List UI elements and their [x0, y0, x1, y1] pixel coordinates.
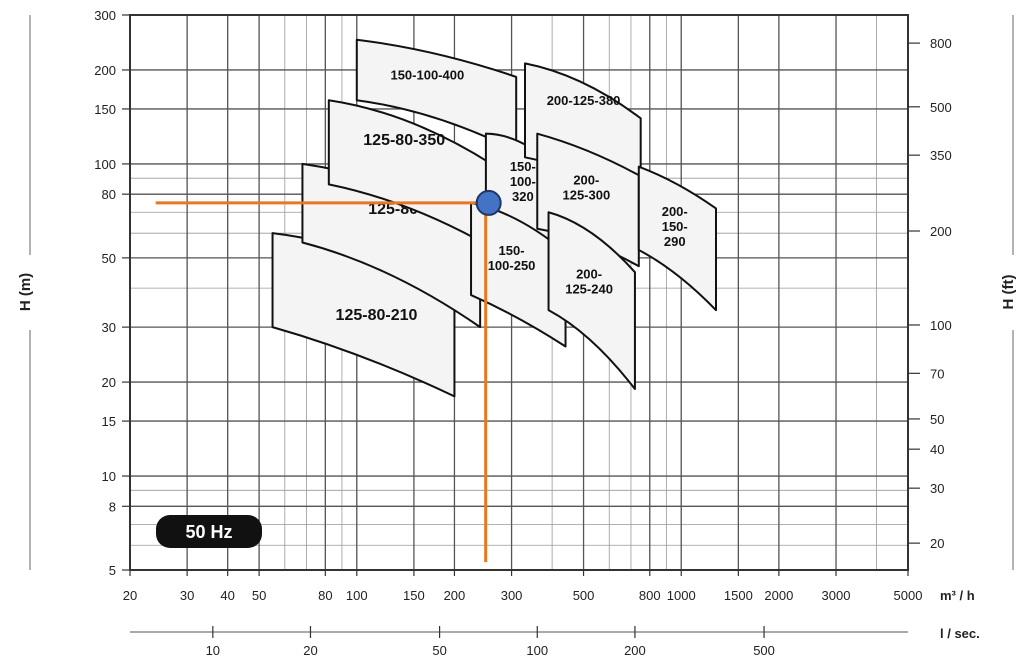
y-right-tick-label: 40	[930, 442, 944, 457]
pump-label-line: 150-	[662, 219, 688, 234]
y-right-tick-label: 70	[930, 366, 944, 381]
pump-label-200-125-240: 200-125-240	[565, 267, 613, 297]
y-left-tick-label: 5	[109, 563, 116, 578]
pump-curves: 125-80-210125-80-270125-80-350150-100-40…	[271, 38, 718, 398]
pump-curve-group: 200-125-240	[547, 211, 636, 391]
y-left-tick-label: 30	[102, 320, 116, 335]
y-left-tick-label: 100	[94, 157, 116, 172]
x-tick-label: 300	[501, 588, 523, 603]
pump-label-150-100-250: 150-100-250	[488, 243, 536, 273]
pump-label-200-125-300: 200-125-300	[562, 173, 610, 203]
y-axis-left-ticks: 5 8 10 15 20 30 50 80 100 150 200 300	[94, 8, 130, 578]
x-tick-label: 150	[403, 588, 425, 603]
secondary-x-axis-label: l / sec.	[940, 626, 980, 641]
pump-label-line: 290	[664, 234, 686, 249]
secondary-x-tick-label: 50	[432, 643, 446, 658]
x-tick-label: 80	[318, 588, 332, 603]
pump-label-line: 200-	[576, 267, 602, 282]
y-right-tick-label: 800	[930, 36, 952, 51]
pump-label-line: 200-	[662, 204, 688, 219]
y-right-tick-label: 50	[930, 412, 944, 427]
y-right-tick-label: 20	[930, 536, 944, 551]
secondary-x-tick-label: 500	[753, 643, 775, 658]
pump-curve-150-100-250	[470, 201, 567, 348]
x-axis-label: m³ / h	[940, 588, 975, 603]
x-axis-ticks: 20 30 40 50 80 100 150 200 300 500 800 1000 1500 2000…	[123, 570, 923, 603]
pump-label-line: 320	[512, 189, 534, 204]
pump-curve-200-125-240	[547, 211, 636, 391]
plot-frame	[129, 14, 909, 571]
y-left-tick-label: 300	[94, 8, 116, 23]
x-tick-label: 500	[573, 588, 595, 603]
pump-label-line: 200-	[573, 173, 599, 188]
secondary-x-tick-label: 20	[303, 643, 317, 658]
frequency-badge: 50 Hz	[156, 515, 262, 548]
x-tick-label: 1000	[667, 588, 696, 603]
x-tick-label: 2000	[764, 588, 793, 603]
pump-label-200-125-380: 200-125-380	[547, 93, 621, 108]
y-left-tick-label: 200	[94, 63, 116, 78]
pump-label-line: 100-	[510, 174, 536, 189]
secondary-x-tick-label: 10	[206, 643, 220, 658]
x-tick-label: 800	[639, 588, 661, 603]
pump-label-125-80-210: 125-80-210	[336, 307, 418, 324]
pump-label-line: 150-	[510, 159, 536, 174]
x-tick-label: 40	[220, 588, 234, 603]
y-axis-left-label: H (m)	[17, 273, 34, 311]
secondary-x-tick-label: 200	[624, 643, 646, 658]
pump-label-150-100-400: 150-100-400	[390, 67, 464, 82]
y-left-tick-label: 20	[102, 375, 116, 390]
x-tick-label: 3000	[822, 588, 851, 603]
major-grid	[129, 14, 909, 571]
x-tick-label: 30	[180, 588, 194, 603]
x-tick-label: 20	[123, 588, 137, 603]
right-axis-title: H (ft)	[1000, 15, 1017, 570]
y-right-tick-label: 500	[930, 100, 952, 115]
pump-curve-group: 125-80-350	[327, 99, 493, 249]
operating-point-marker	[475, 189, 502, 216]
pump-label-line: 150-100-400	[390, 67, 464, 82]
y-left-tick-label: 8	[109, 499, 116, 514]
pump-label-line: 200-125-380	[547, 93, 621, 108]
y-left-tick-label: 10	[102, 469, 116, 484]
y-axis-right-label: H (ft)	[1000, 275, 1017, 310]
pump-label-125-80-350: 125-80-350	[363, 132, 445, 149]
x-tick-label: 50	[252, 588, 266, 603]
secondary-x-tick-label: 100	[526, 643, 548, 658]
pump-label-line: 150-	[499, 243, 525, 258]
x-tick-label: 1500	[724, 588, 753, 603]
y-left-tick-label: 50	[102, 251, 116, 266]
pump-label-line: 125-80-350	[363, 132, 445, 149]
pump-label-line: 125-80-210	[336, 307, 418, 324]
y-right-tick-label: 350	[930, 148, 952, 163]
y-right-tick-label: 100	[930, 318, 952, 333]
operating-point-guides	[155, 189, 502, 563]
x-tick-label: 5000	[894, 588, 923, 603]
y-right-tick-label: 200	[930, 224, 952, 239]
x-tick-label: 100	[346, 588, 368, 603]
pump-label-line: 125-240	[565, 282, 613, 297]
pump-label-200-150-290: 200-150-290	[662, 204, 688, 249]
pump-curve-200-150-290	[637, 165, 718, 312]
y-left-tick-label: 15	[102, 414, 116, 429]
pump-label-line: 125-300	[562, 188, 610, 203]
pump-curve-group: 150-100-250	[470, 201, 567, 348]
x-tick-label: 200	[444, 588, 466, 603]
pump-curve-group: 200-150-290	[637, 165, 718, 312]
pump-label-line: 100-250	[488, 258, 536, 273]
y-axis-right-ticks: 20 30 40 50 70 100 200 350 500 800	[908, 36, 952, 551]
left-axis-title: H (m)	[17, 15, 34, 570]
y-left-tick-label: 150	[94, 102, 116, 117]
y-right-tick-label: 30	[930, 481, 944, 496]
y-left-tick-label: 80	[102, 187, 116, 202]
pump-label-150-100-320: 150-100-320	[510, 159, 536, 204]
secondary-x-axis: 10 20 50 100 200 500	[130, 626, 908, 658]
frequency-badge-text: 50 Hz	[185, 522, 232, 542]
